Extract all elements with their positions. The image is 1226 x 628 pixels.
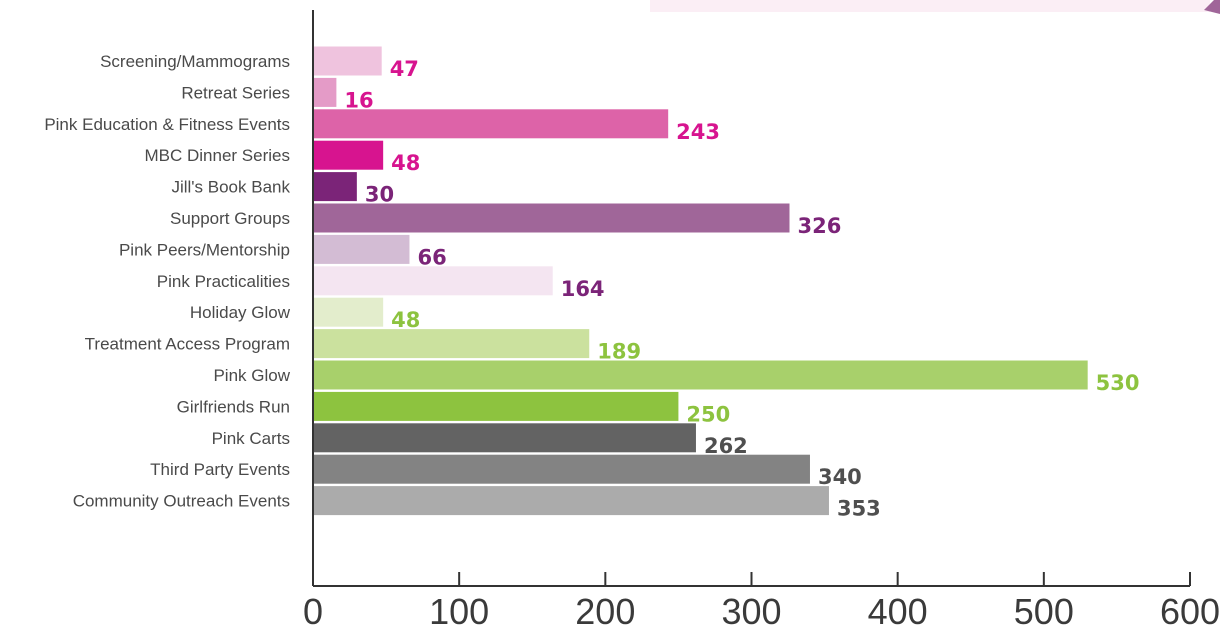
bar-jill-s-book-bank — [314, 172, 357, 202]
category-label-community-outreach-events: Community Outreach Events — [73, 492, 290, 511]
category-label-pink-education-fitness-events: Pink Education & Fitness Events — [44, 115, 290, 134]
category-label-screening-mammograms: Screening/Mammograms — [100, 52, 290, 71]
bar-girlfriends-run — [314, 391, 679, 421]
top-box-background — [650, 0, 1210, 12]
value-label-community-outreach-events: 353 — [837, 497, 881, 521]
value-label-third-party-events: 340 — [818, 465, 862, 489]
bar-pink-carts — [314, 423, 696, 453]
bar-pink-glow — [314, 360, 1088, 390]
value-label-girlfriends-run: 250 — [686, 402, 730, 426]
value-label-pink-practicalities: 164 — [561, 277, 605, 301]
bar-third-party-events — [314, 454, 810, 484]
x-tick-label-500: 500 — [1014, 591, 1074, 628]
bar-screening-mammograms — [314, 46, 382, 76]
x-tick-label-300: 300 — [721, 591, 781, 628]
category-label-mbc-dinner-series: MBC Dinner Series — [145, 146, 291, 165]
bar-pink-education-fitness-events — [314, 109, 669, 139]
bar-retreat-series — [314, 77, 337, 107]
category-label-support-groups: Support Groups — [170, 209, 290, 228]
value-labels-group: 47 16 243 48 30 326 66 164 48 189 530 250 262 340 353 — [344, 57, 1139, 521]
x-tick-label-600: 600 — [1160, 591, 1220, 628]
value-label-pink-glow: 530 — [1096, 371, 1140, 395]
category-label-third-party-events: Third Party Events — [150, 460, 290, 479]
category-labels-group: Screening/Mammograms Retreat Series Pink E… — [44, 52, 290, 511]
bar-pink-practicalities — [314, 266, 553, 296]
value-label-screening-mammograms: 47 — [390, 57, 419, 81]
x-tick-label-400: 400 — [868, 591, 928, 628]
x-tick-label-200: 200 — [575, 591, 635, 628]
top-box-corner-accent — [1204, 0, 1220, 14]
x-tick-label-0: 0 — [303, 591, 323, 628]
bar-support-groups — [314, 203, 790, 233]
bar-pink-peers-mentorship — [314, 234, 410, 264]
bar-holiday-glow — [314, 297, 384, 327]
category-label-retreat-series: Retreat Series — [181, 83, 290, 102]
value-label-pink-peers-mentorship: 66 — [417, 245, 446, 269]
bar-treatment-access-program — [314, 329, 590, 359]
value-label-holiday-glow: 48 — [391, 308, 420, 332]
bar-mbc-dinner-series — [314, 140, 384, 170]
category-label-pink-practicalities: Pink Practicalities — [157, 272, 290, 291]
value-label-pink-education-fitness-events: 243 — [676, 120, 720, 144]
value-label-treatment-access-program: 189 — [597, 340, 641, 364]
value-label-pink-carts: 262 — [704, 434, 748, 458]
category-label-jill-s-book-bank: Jill's Book Bank — [171, 178, 290, 197]
value-label-jill-s-book-bank: 30 — [365, 183, 394, 207]
category-label-pink-peers-mentorship: Pink Peers/Mentorship — [119, 240, 290, 259]
value-label-support-groups: 326 — [798, 214, 842, 238]
category-label-pink-glow: Pink Glow — [213, 366, 290, 385]
top-right-box — [650, 0, 1220, 14]
x-tick-label-100: 100 — [429, 591, 489, 628]
bars-group — [314, 46, 1088, 516]
category-label-treatment-access-program: Treatment Access Program — [85, 335, 290, 354]
value-label-retreat-series: 16 — [344, 88, 373, 112]
value-label-mbc-dinner-series: 48 — [391, 151, 420, 175]
x-ticks-group: 0 100 200 300 400 500 600 — [303, 572, 1220, 628]
category-label-girlfriends-run: Girlfriends Run — [177, 397, 290, 416]
category-label-pink-carts: Pink Carts — [212, 429, 290, 448]
bar-community-outreach-events — [314, 486, 829, 516]
category-label-holiday-glow: Holiday Glow — [190, 303, 291, 322]
